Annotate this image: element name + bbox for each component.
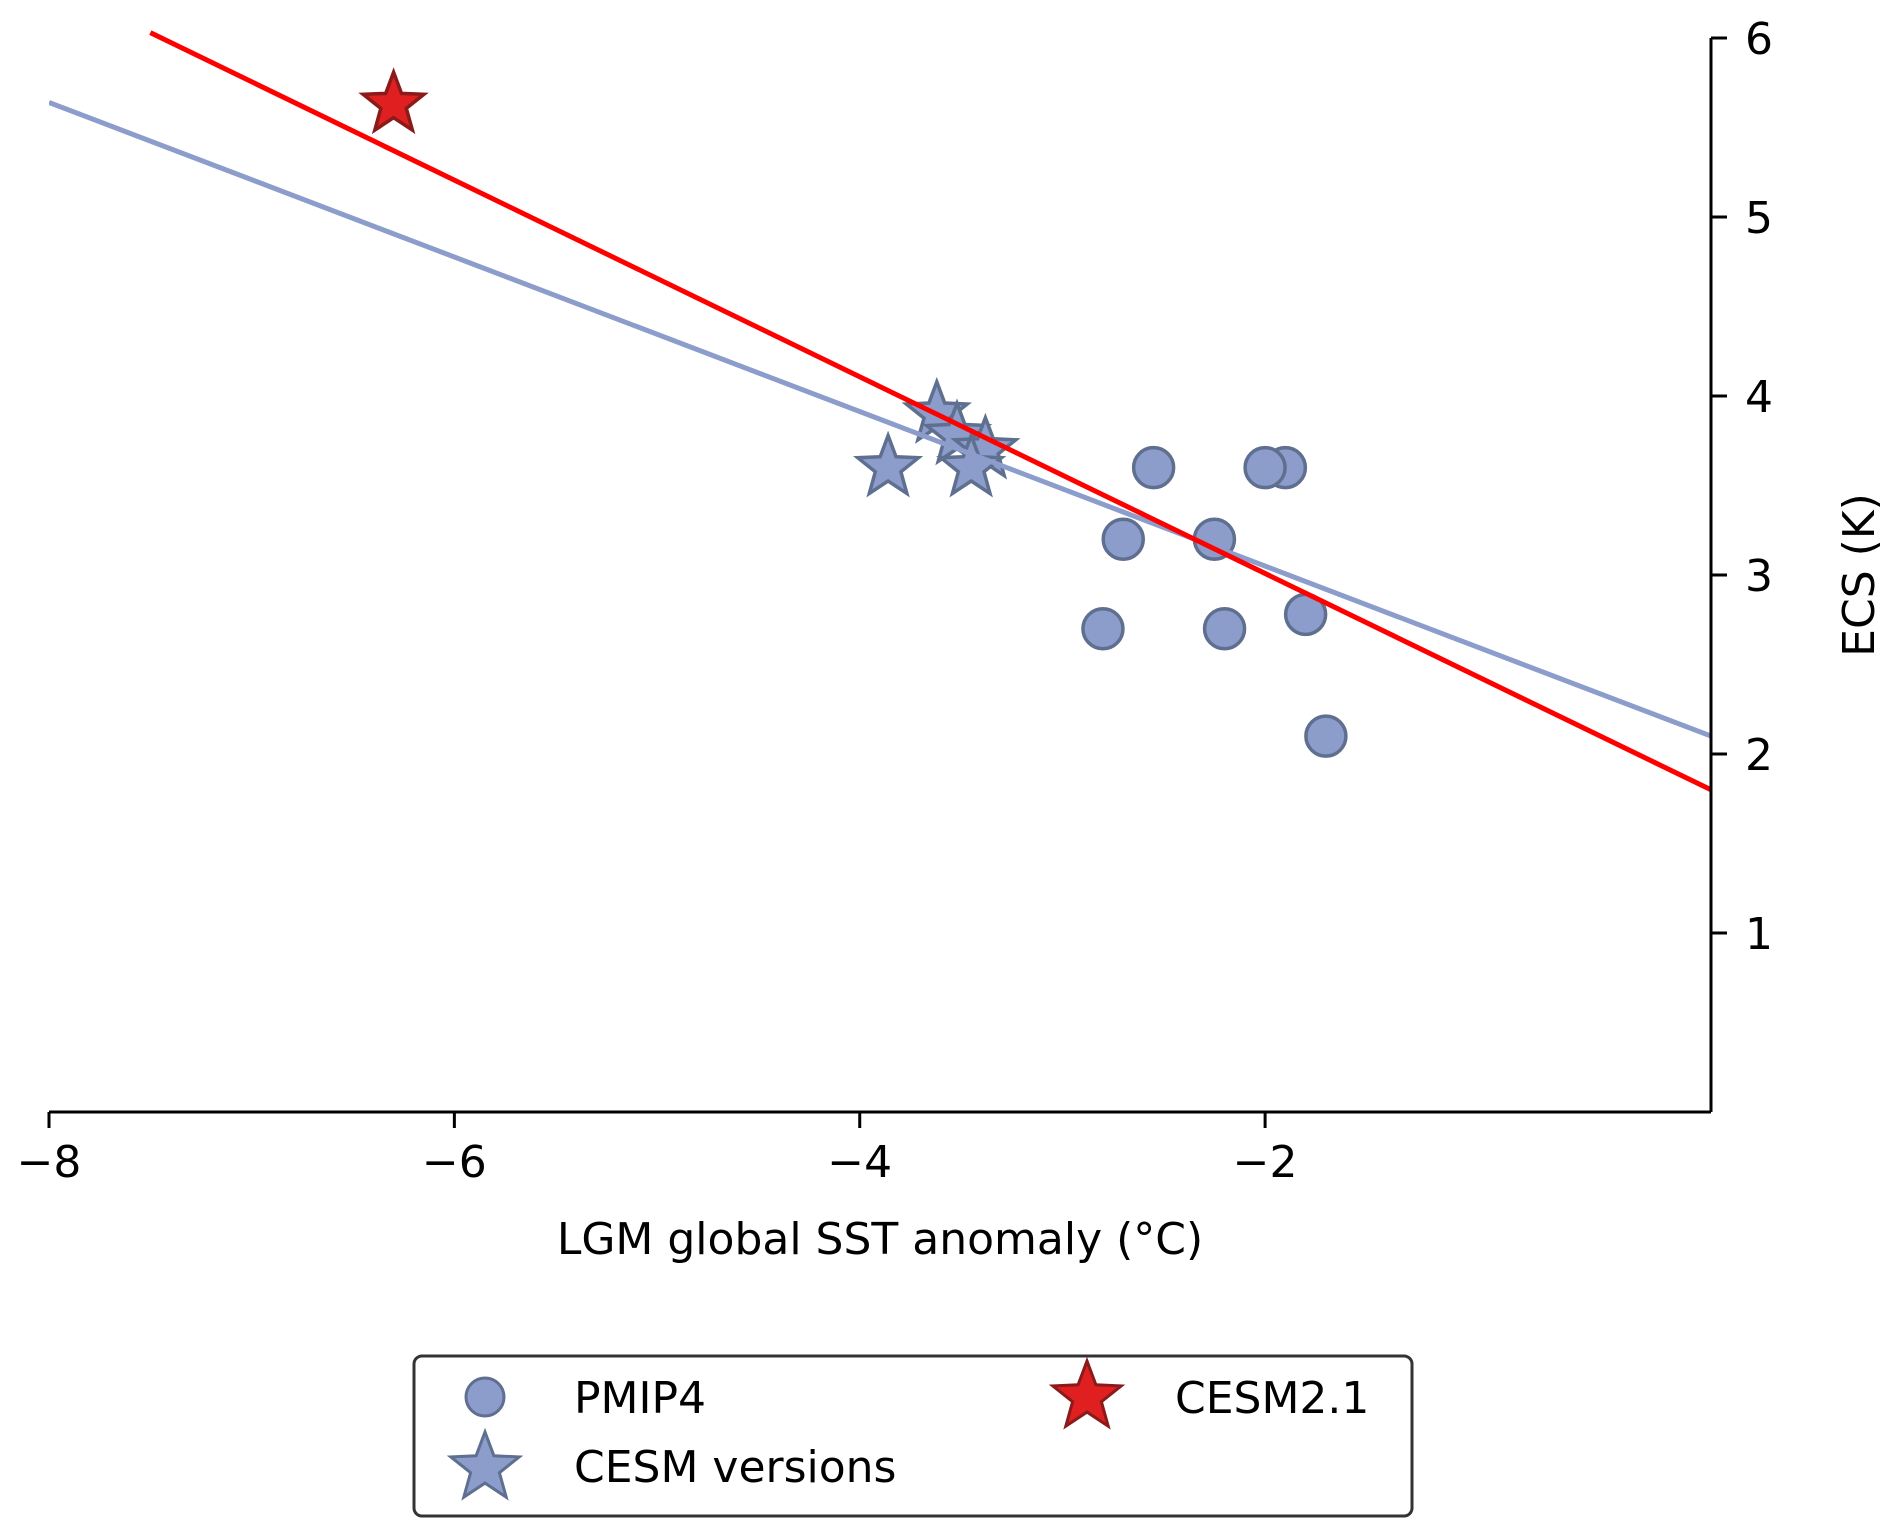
y-tick-label: 3 xyxy=(1745,551,1773,602)
x-tick-label: −6 xyxy=(422,1137,487,1188)
x-axis-label: LGM global SST anomaly (°C) xyxy=(557,1214,1203,1265)
point-cesm-versions-4 xyxy=(936,430,1007,498)
legend-marker-star-icon xyxy=(1048,1356,1126,1430)
y-tick-label: 4 xyxy=(1745,372,1773,423)
x-tick-label: −2 xyxy=(1233,1137,1298,1188)
plot-area xyxy=(49,30,1711,793)
x-tick-label: −8 xyxy=(17,1137,82,1188)
legend-label: CESM versions xyxy=(574,1442,896,1493)
legend-entry-pmip4: PMIP4 xyxy=(464,1373,706,1424)
point-cesm-versions-3 xyxy=(852,430,924,498)
point-pmip4-4 xyxy=(1202,606,1247,651)
y-ticks: 1 2 3 4 5 6 xyxy=(1711,14,1773,960)
legend-marker-star-icon xyxy=(446,1427,524,1501)
legend-label: PMIP4 xyxy=(574,1373,706,1424)
legend-label: CESM2.1 xyxy=(1175,1373,1369,1424)
point-pmip4-1 xyxy=(1101,517,1145,561)
fit-line-0 xyxy=(49,100,1711,739)
point-cesm2-1-0 xyxy=(358,67,429,135)
y-tick-label: 6 xyxy=(1745,14,1773,65)
point-pmip4-6 xyxy=(1243,445,1287,490)
y-axis-label: ECS (K) xyxy=(1834,493,1885,657)
point-pmip4-8 xyxy=(1304,714,1348,758)
legend-frame xyxy=(412,1354,1414,1518)
y-tick-label: 5 xyxy=(1745,193,1773,244)
legend-marker-circle-icon xyxy=(464,1376,506,1418)
fit-line-1 xyxy=(149,30,1711,793)
legend: PMIP4 CESM versions CESM2.1 xyxy=(412,1354,1414,1518)
legend-entry-cesm2-1: CESM2.1 xyxy=(1048,1356,1369,1430)
y-tick-label: 1 xyxy=(1745,909,1773,960)
x-tick-label: −4 xyxy=(827,1137,892,1188)
x-ticks: −8 −6 −4 −2 xyxy=(17,1112,1298,1188)
y-tick-label: 2 xyxy=(1745,730,1773,781)
point-pmip4-2 xyxy=(1081,606,1125,651)
point-pmip4-0 xyxy=(1131,445,1176,490)
legend-entry-cesm-versions: CESM versions xyxy=(446,1427,896,1501)
